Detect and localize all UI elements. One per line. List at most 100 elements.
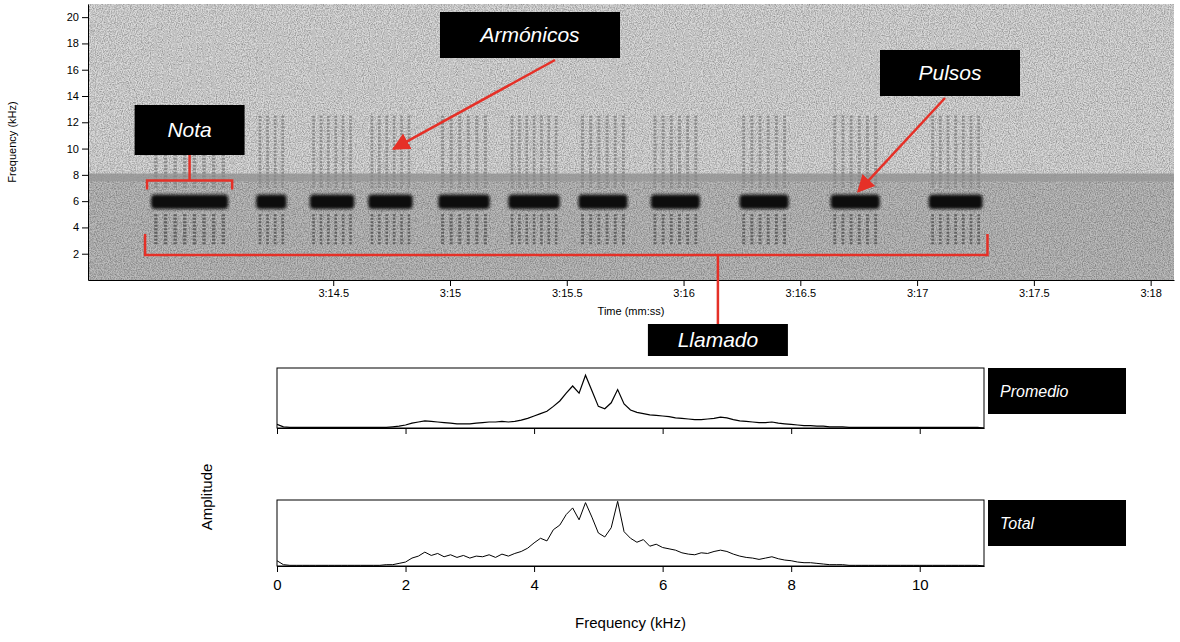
tick: 2 <box>73 248 88 260</box>
tick-label: 10 <box>912 576 929 593</box>
pulse-line <box>342 214 345 246</box>
pulse-line <box>274 30 277 96</box>
tick-mark <box>450 280 451 286</box>
tick-label: 3:15 <box>440 287 461 299</box>
pulse-line <box>173 30 176 96</box>
tick-label: 3:17.5 <box>1019 287 1050 299</box>
armonicos-arrow <box>393 60 555 149</box>
pulsos-arrow <box>858 98 945 192</box>
pulse-line <box>783 30 786 96</box>
pulse-line <box>164 214 167 246</box>
pulse-line <box>662 30 665 96</box>
pulse-line <box>858 214 861 246</box>
pulse-line <box>977 116 980 188</box>
pulse-line <box>393 30 396 96</box>
plot-frame <box>277 368 984 428</box>
pulse-line <box>622 214 625 246</box>
pulse-line <box>597 214 600 246</box>
annotation-label: Pulsos <box>918 61 982 84</box>
pulse-line <box>939 116 942 188</box>
pulse-line <box>742 116 745 188</box>
pulse-line <box>783 214 786 246</box>
pulse-line <box>947 214 950 246</box>
tone-band <box>438 195 489 209</box>
x-axis: 3:14.53:153:15.53:163:16.53:173:17.53:18 <box>89 280 1175 299</box>
tick-mark <box>791 566 792 572</box>
pulse-line <box>193 214 196 246</box>
pulse-line <box>450 214 453 246</box>
tick: 3:15.5 <box>552 280 583 299</box>
tick-label: 3:16.5 <box>786 287 817 299</box>
pulse-line <box>458 116 461 188</box>
pulse-line <box>833 116 836 188</box>
pulse-line <box>606 116 609 188</box>
tick: 4 <box>73 221 88 233</box>
pulse-line <box>775 30 778 96</box>
annotations: NotaArmónicosPulsosLlamado <box>135 12 1020 356</box>
tick-label: 2 <box>402 576 410 593</box>
pulse-line <box>154 214 157 246</box>
pulse-line <box>334 214 337 246</box>
tick: 8 <box>788 566 796 593</box>
pulse-line <box>274 116 277 188</box>
noise-texture <box>88 4 1174 280</box>
annotation-label: Llamado <box>678 328 759 351</box>
annotation-label: Armónicos <box>478 23 580 46</box>
pulse-line <box>371 30 374 96</box>
pulse-line <box>954 214 957 246</box>
pulse-line <box>874 214 877 246</box>
x-axis-title: Frequency (kHz) <box>575 614 686 631</box>
tick-mark <box>406 566 407 572</box>
pulse-line <box>327 116 330 188</box>
tick: 4 <box>530 566 538 593</box>
tick-mark <box>534 428 535 434</box>
series-label: Total <box>988 500 1126 546</box>
pulse-line <box>349 116 352 188</box>
tick-mark <box>82 17 88 18</box>
pulse-line <box>533 214 536 246</box>
tick-label: 20 <box>67 11 79 23</box>
pulse-line <box>850 116 853 188</box>
pulse-line <box>614 116 617 188</box>
pulse-line <box>400 30 403 96</box>
y-axis: 2468101214161820 <box>67 5 89 281</box>
pulse-line <box>202 30 205 96</box>
pulse-line <box>775 214 778 246</box>
pulse-line <box>259 214 262 246</box>
pulse-line <box>222 30 225 96</box>
pulse-line <box>597 116 600 188</box>
pulse-line <box>866 116 869 188</box>
pulse-line <box>654 116 657 188</box>
pulse-line <box>662 214 665 246</box>
pulse-line <box>767 30 770 96</box>
pulse-line <box>678 116 681 188</box>
pulse-line <box>183 30 186 96</box>
tone-band <box>368 195 412 209</box>
axis-line <box>278 566 985 567</box>
pulse-line <box>349 30 352 96</box>
tick-label: 3:15.5 <box>552 287 583 299</box>
tick-mark <box>663 428 664 434</box>
nota-bracket <box>147 155 232 190</box>
tick <box>534 428 535 434</box>
pulse-line <box>393 214 396 246</box>
pulse-line <box>759 30 762 96</box>
pulse-line <box>202 214 205 246</box>
pulse-line <box>547 116 550 188</box>
pulse-line <box>686 214 689 246</box>
tone-band <box>929 195 983 209</box>
pulse-line <box>842 30 845 96</box>
x-axis: 0246810 <box>273 566 984 593</box>
pulse-line <box>408 214 411 246</box>
pulse-line <box>962 116 965 188</box>
pulse-line <box>212 30 215 96</box>
pulse-line <box>378 30 381 96</box>
pulse-line <box>842 214 845 246</box>
tick <box>663 428 664 434</box>
tick-label: 8 <box>73 169 79 181</box>
tone-band <box>508 195 559 209</box>
tick-label: 3:14.5 <box>318 287 349 299</box>
pulse-line <box>266 214 269 246</box>
tick-mark <box>82 175 88 176</box>
tick: 10 <box>912 566 929 593</box>
